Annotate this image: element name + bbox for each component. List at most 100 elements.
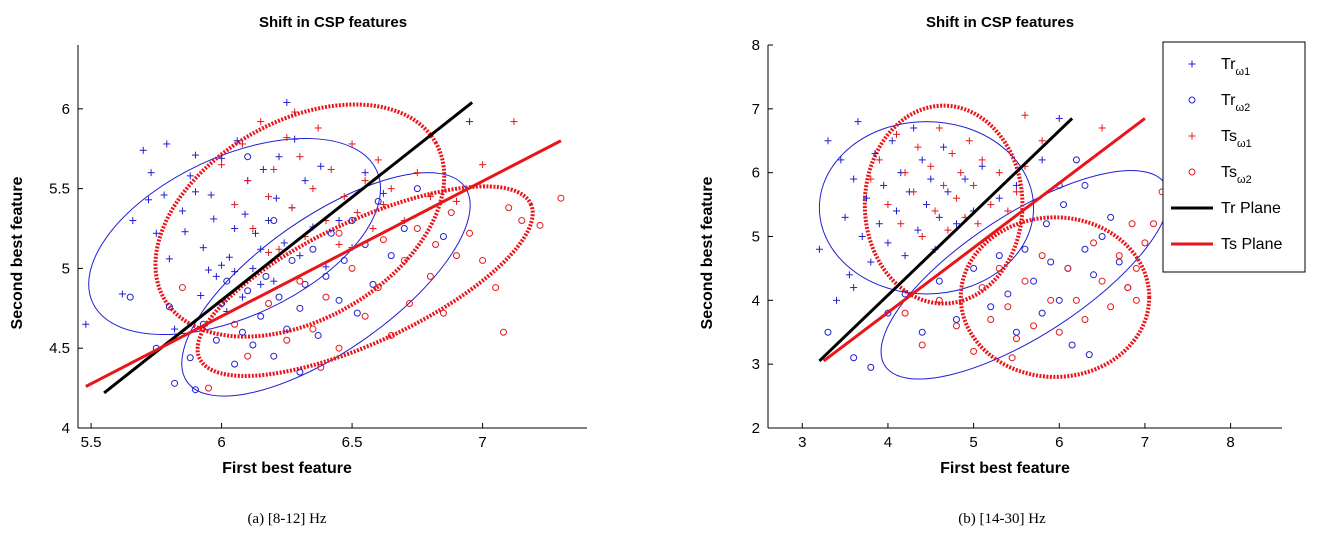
chart-b-point-ts1: [944, 226, 952, 234]
chart-b-point-tr2: [918, 328, 926, 336]
chart-a-point-tr1: [259, 165, 267, 173]
chart-a-point-tr2: [309, 245, 317, 253]
chart-a-point-tr1: [241, 210, 249, 218]
chart-b-point-ts2: [1132, 264, 1140, 272]
chart-b-point-ts1: [1038, 137, 1046, 145]
chart-a-point-ts1: [283, 134, 291, 142]
chart-a-point-ts1: [314, 124, 322, 132]
chart-a-point-ts2: [492, 284, 500, 292]
chart-a-point-tr2: [348, 217, 356, 225]
chart-a-point-tr1: [218, 261, 226, 269]
chart-a-y-tick-label: 4: [62, 420, 70, 437]
chart-b-point-tr2: [1081, 245, 1089, 253]
chart-a-point-ts2: [406, 300, 414, 308]
chart-a-point-ts2: [447, 209, 455, 217]
chart-b-point-ts2: [1038, 252, 1046, 260]
chart-a-point-ts1: [231, 201, 239, 209]
chart-a-point-ts2: [466, 229, 474, 237]
chart-a-point-ts1: [238, 140, 246, 148]
chart-b-point-ts1: [978, 156, 986, 164]
chart-a-point-tr2: [262, 272, 270, 280]
chart-a-point-tr2: [314, 331, 322, 339]
chart-a-point-ts2: [335, 344, 343, 352]
chart-b-legend-subscript: ω2: [1237, 174, 1252, 186]
chart-a-point-tr1: [191, 188, 199, 196]
chart-b-point-ts2: [1047, 296, 1055, 304]
chart-a-point-ts1: [291, 108, 299, 116]
chart-a-point-tr2: [249, 341, 257, 349]
chart-b-legend-label: Tr Plane: [1221, 200, 1281, 217]
chart-a-y-tick-label: 6: [62, 101, 70, 118]
chart-a-ellipse-3: [153, 102, 447, 339]
chart-b-xlabel: First best feature: [940, 460, 1070, 477]
chart-b-legend-subscript: ω1: [1237, 138, 1252, 150]
chart-a-point-tr1: [301, 177, 309, 185]
chart-b-point-ts1: [893, 130, 900, 138]
chart-a-point-ts1: [387, 185, 395, 193]
chart-b-legend-entry-trPlane: Tr Plane: [1171, 200, 1281, 217]
chart-b-point-tr2: [1038, 309, 1046, 317]
chart-b-point-tr1: [914, 226, 922, 234]
chart-b-point-tr2: [1012, 328, 1020, 336]
chart-b-point-tr2: [1030, 277, 1038, 285]
chart-b-point-ts2: [987, 315, 995, 323]
chart-a-point-tr2: [400, 225, 408, 233]
chart-a-point-tr1: [249, 264, 257, 272]
chart-b-point-ts2: [1150, 220, 1157, 228]
chart-b-ellipse-4: [958, 215, 1152, 379]
chart-b-point-tr2: [1055, 296, 1063, 304]
chart-a-point-tr2: [244, 153, 252, 161]
chart-b-point-ts2: [1098, 277, 1106, 285]
chart-a-point-tr1: [210, 215, 218, 223]
chart-b-point-tr1: [940, 143, 948, 151]
chart-a-ellipse-1: [88, 137, 382, 336]
chart-a-point-tr1: [317, 162, 325, 170]
chart-a-point-tr1: [233, 137, 241, 145]
chart-a-point-tr2: [186, 354, 194, 362]
chart-b-point-tr2: [952, 315, 960, 323]
chart-a-point-ts1: [249, 225, 257, 233]
chart-a-point-ts2: [178, 284, 186, 292]
chart-a-point-tr1: [275, 153, 283, 161]
chart-a-plot-area: 5.5 6 6.5 7 4 4.5 5 5.5 6: [49, 45, 587, 451]
chart-a-ellipse-4: [195, 184, 535, 378]
chart-b-point-tr1: [901, 252, 909, 260]
chart-a-point-ts1: [510, 118, 518, 126]
chart-b-y-tick-label: 8: [752, 37, 760, 54]
chart-a-point-ts1: [379, 201, 387, 209]
chart-a-point-tr1: [335, 217, 343, 225]
chart-a-x-tick-label: 5.5: [81, 434, 102, 451]
chart-a-point-ts1: [257, 118, 265, 126]
chart-b-point-ts1: [901, 169, 909, 177]
chart-a-point-tr1: [283, 98, 291, 106]
chart-a-plot-content: [82, 98, 565, 397]
chart-b-legend-swatch: [1188, 132, 1196, 140]
chart-b-point-ts2: [1115, 252, 1123, 260]
chart-b-point-ts1: [935, 124, 943, 132]
chart-b-legend-label: Ts Plane: [1221, 236, 1282, 253]
chart-a-point-tr2: [238, 328, 246, 336]
chart-b-ellipse-3: [862, 103, 1025, 306]
chart-b-point-ts1: [970, 181, 978, 189]
chart-b-point-tr1: [927, 175, 935, 183]
chart-b-legend-box: [1162, 41, 1306, 273]
chart-b-point-tr2: [1107, 213, 1115, 221]
chart-a-point-tr1: [82, 320, 90, 328]
chart-b-point-tr2: [1004, 290, 1012, 298]
chart-b-point-tr1: [1012, 181, 1020, 189]
chart-b-point-ts2: [1081, 315, 1089, 323]
chart-a-point-tr1: [238, 293, 246, 301]
chart-b-point-tr1: [815, 245, 823, 253]
chart-b-point-ts1: [974, 220, 982, 228]
chart-a-point-tr1: [296, 252, 304, 260]
chart-a: Shift in CSP features 5.5 6 6.5 744.555.56 …: [9, 14, 587, 527]
chart-b-x-tick-label: 5: [969, 434, 977, 451]
chart-a-point-ts2: [499, 328, 507, 336]
chart-a-point-tr1: [129, 217, 137, 225]
chart-b-point-tr1: [893, 207, 900, 215]
chart-b-plot-area: 3 4 5 6 7 8 2 3 4 5 6 7 8: [752, 37, 1282, 451]
chart-a-point-tr1: [178, 207, 186, 215]
chart-a-x-tick-label: 6.5: [342, 434, 363, 451]
chart-b-point-ts1: [914, 143, 922, 151]
chart-b-legend-swatch: [1188, 60, 1196, 68]
